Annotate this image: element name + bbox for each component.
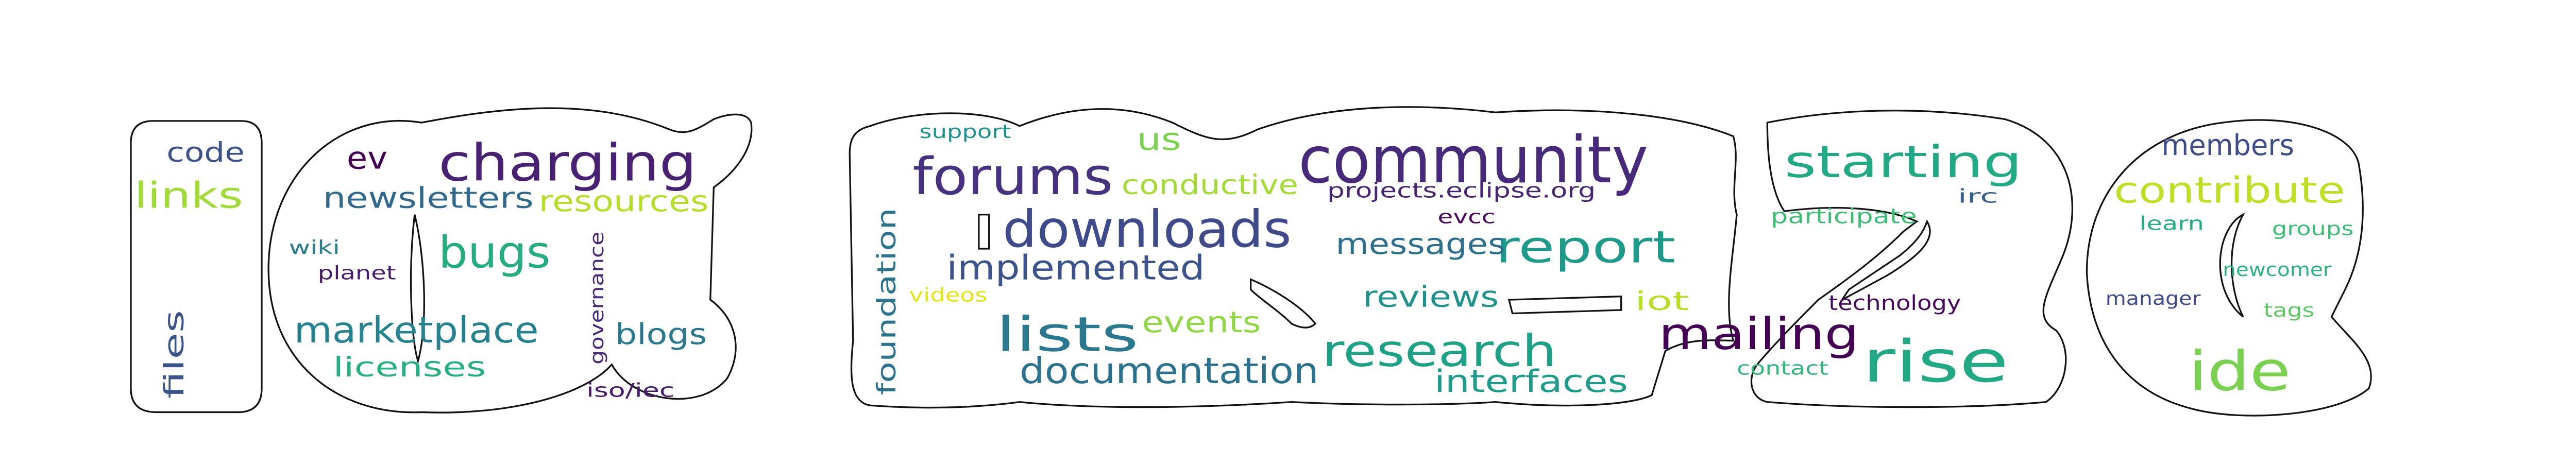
word-iot: iot bbox=[1635, 286, 1689, 316]
word-research: research bbox=[1322, 325, 1556, 377]
word-foundation: foundation bbox=[872, 208, 902, 395]
word-videos: videos bbox=[909, 284, 988, 306]
word-community: community bbox=[1298, 122, 1648, 198]
word-downloads: downloads bbox=[1003, 200, 1292, 259]
mask-outline-middle bbox=[849, 106, 1738, 409]
word-rise: rise bbox=[1862, 329, 2009, 395]
word-groups: groups bbox=[2272, 217, 2353, 239]
word-iso-iec: iso/iec bbox=[586, 380, 675, 402]
mask-outline-middle-slot-1 bbox=[1249, 278, 1317, 329]
mask-outline-z-slot bbox=[1841, 219, 1931, 301]
word-conductive: conductive bbox=[1122, 169, 1298, 201]
word-implemented: implemented bbox=[946, 248, 1205, 287]
word-blogs: blogs bbox=[615, 318, 707, 351]
word-licenses: licenses bbox=[333, 352, 486, 383]
word-manager: manager bbox=[2106, 287, 2201, 309]
word-mailing: mailing bbox=[1658, 308, 1859, 360]
word-lists: lists bbox=[996, 306, 1139, 362]
word-charging: charging bbox=[438, 133, 697, 193]
word-messages: messages bbox=[1336, 228, 1506, 261]
word-governance: governance bbox=[586, 232, 608, 365]
word-technology: technology bbox=[1828, 291, 1961, 315]
word-ev: ev bbox=[347, 141, 387, 176]
mask-outline-e-inner bbox=[2219, 212, 2245, 318]
word-reviews: reviews bbox=[1363, 280, 1499, 314]
word-evcc: evcc bbox=[1437, 205, 1495, 228]
word-participate: participate bbox=[1771, 204, 1917, 228]
word-tags: tags bbox=[2263, 299, 2314, 321]
mask-outline-e bbox=[2086, 119, 2372, 417]
word-links: links bbox=[134, 175, 243, 216]
word-irc: irc bbox=[1958, 185, 1998, 208]
word-forums: forums bbox=[912, 147, 1113, 206]
word-code: code bbox=[166, 137, 245, 168]
word-files: files bbox=[159, 310, 190, 399]
word-bugs: bugs bbox=[438, 227, 551, 278]
word-planet: planet bbox=[318, 262, 396, 284]
mask-outline-middle-slot-2 bbox=[1507, 295, 1622, 315]
word-projects-eclipse-org: projects.eclipse.org bbox=[1327, 179, 1596, 203]
word-wiki: wiki bbox=[289, 236, 340, 259]
word-marketplace: marketplace bbox=[294, 310, 539, 351]
mask-outline-i bbox=[130, 120, 263, 414]
word-report: report bbox=[1496, 221, 1676, 273]
word-newsletters: newsletters bbox=[323, 181, 534, 215]
word-us: us bbox=[1137, 122, 1181, 158]
word-interfaces: interfaces bbox=[1434, 364, 1628, 400]
mask-outline-middle-slot-3 bbox=[978, 214, 990, 250]
word-ide: ide bbox=[2189, 339, 2291, 403]
word-contribute: contribute bbox=[2114, 170, 2345, 212]
word-newcomer: newcomer bbox=[2223, 259, 2331, 281]
word-resources: resources bbox=[539, 185, 709, 218]
mask-outline-o-inner bbox=[410, 214, 425, 364]
word-learn: learn bbox=[2140, 212, 2204, 234]
word-starting: starting bbox=[1784, 136, 2022, 188]
word-events: events bbox=[1142, 306, 1261, 339]
mask-outline-o bbox=[267, 107, 753, 414]
word-documentation: documentation bbox=[1020, 351, 1319, 392]
word-members: members bbox=[2162, 129, 2294, 162]
word-contact: contact bbox=[1737, 357, 1828, 380]
word-support: support bbox=[919, 120, 1011, 143]
mask-outline-z bbox=[1750, 110, 2074, 408]
